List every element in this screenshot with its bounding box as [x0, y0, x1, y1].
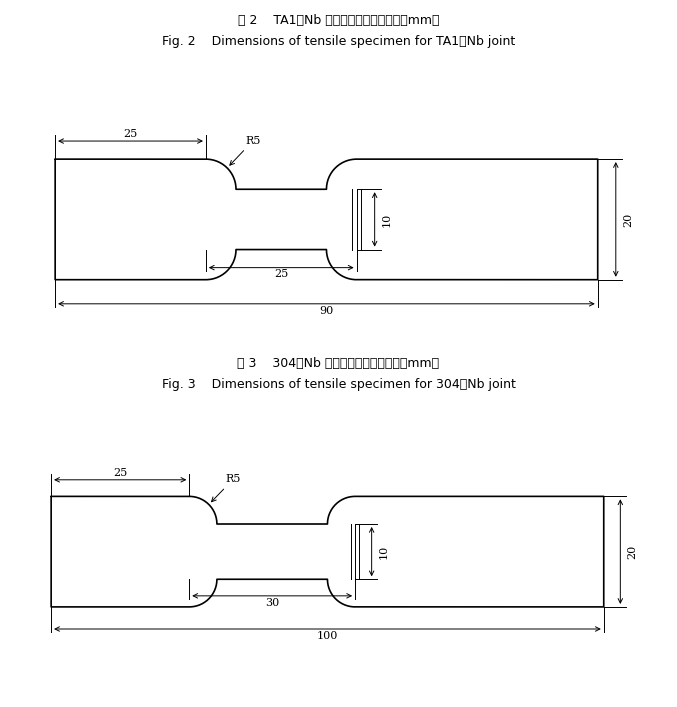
Text: 25: 25 [113, 468, 127, 478]
Text: 90: 90 [320, 305, 334, 315]
Text: 20: 20 [627, 544, 637, 559]
Text: 25: 25 [123, 129, 137, 139]
Text: 10: 10 [378, 544, 389, 559]
Title: 图 2    TA1／Nb 焊接接头拉伸试样尺寸（mm）
Fig. 2    Dimensions of tensile specimen for TA1／Nb: 图 2 TA1／Nb 焊接接头拉伸试样尺寸（mm） Fig. 2 Dimensi… [162, 14, 515, 48]
Text: 25: 25 [274, 269, 288, 279]
Text: 30: 30 [265, 597, 280, 607]
Text: 20: 20 [623, 212, 633, 226]
Text: R5: R5 [211, 474, 241, 502]
Title: 图 3    304／Nb 焊接接头拉伸试样尺寸（mm）
Fig. 3    Dimensions of tensile specimen for 304／Nb: 图 3 304／Nb 焊接接头拉伸试样尺寸（mm） Fig. 3 Dimensi… [162, 358, 515, 392]
Text: R5: R5 [230, 136, 261, 165]
Text: 10: 10 [382, 212, 392, 226]
Text: 100: 100 [317, 631, 338, 641]
